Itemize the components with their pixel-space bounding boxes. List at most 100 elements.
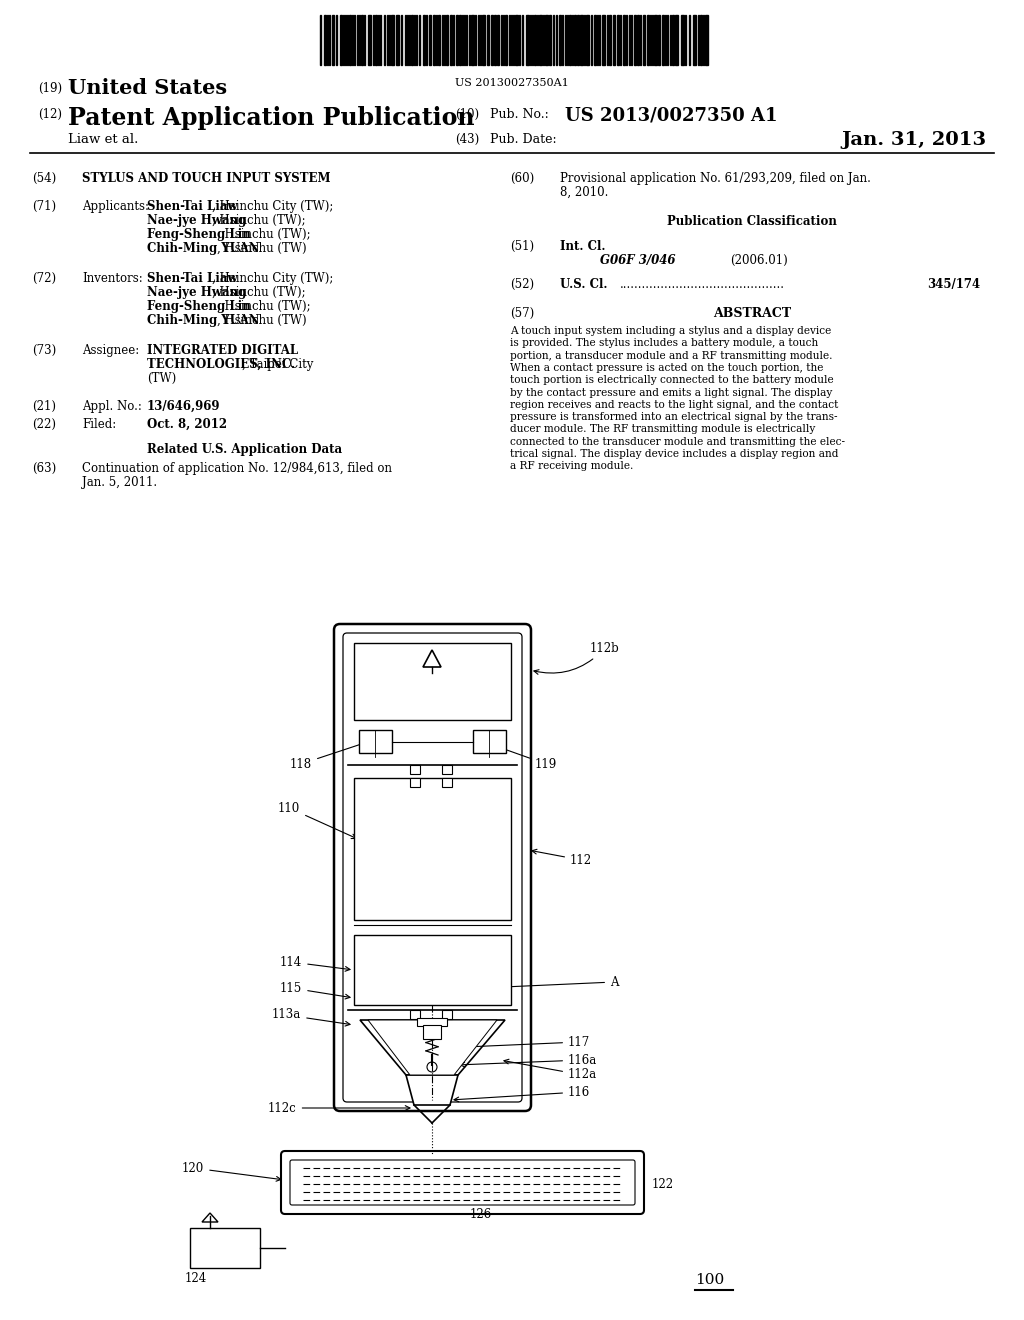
Text: Liaw et al.: Liaw et al. [68, 133, 138, 147]
Bar [705, 15, 708, 65]
Bar [473, 730, 506, 752]
Text: (19): (19) [38, 82, 62, 95]
Polygon shape [360, 1020, 505, 1074]
Bar [539, 15, 542, 65]
Bar [361, 15, 362, 65]
Text: , Hsinchu (TW): , Hsinchu (TW) [217, 242, 306, 255]
Text: Nae-jye Hwang: Nae-jye Hwang [147, 214, 247, 227]
Text: Chih-Ming YUAN: Chih-Ming YUAN [147, 314, 259, 327]
Text: (57): (57) [510, 308, 535, 319]
Bar [429, 15, 431, 65]
Text: 8, 2010.: 8, 2010. [560, 186, 608, 199]
Text: 122: 122 [652, 1179, 674, 1192]
Text: (54): (54) [32, 172, 56, 185]
Bar [672, 15, 674, 65]
Text: A: A [441, 975, 618, 991]
Text: STYLUS AND TOUCH INPUT SYSTEM: STYLUS AND TOUCH INPUT SYSTEM [82, 172, 331, 185]
Bar [559, 15, 561, 65]
Text: Nae-jye Hwang: Nae-jye Hwang [147, 286, 247, 300]
Text: a RF receiving module.: a RF receiving module. [510, 461, 634, 471]
Bar [368, 15, 371, 65]
Bar [438, 15, 440, 65]
Text: 117: 117 [446, 1035, 590, 1049]
Bar [609, 15, 611, 65]
Bar [482, 15, 485, 65]
FancyBboxPatch shape [290, 1160, 635, 1205]
Bar [647, 15, 649, 65]
Text: region receives and reacts to the light signal, and the contact: region receives and reacts to the light … [510, 400, 839, 409]
Text: When a contact pressure is acted on the touch portion, the: When a contact pressure is acted on the … [510, 363, 823, 372]
Bar [602, 15, 605, 65]
Text: pressure is transformed into an electrical signal by the trans-: pressure is transformed into an electric… [510, 412, 838, 422]
Text: G06F 3/046: G06F 3/046 [600, 253, 676, 267]
Bar [354, 643, 511, 719]
Bar [654, 15, 657, 65]
Text: ducer module. The RF transmitting module is electrically: ducer module. The RF transmitting module… [510, 425, 815, 434]
Text: Jan. 5, 2011.: Jan. 5, 2011. [82, 477, 157, 488]
FancyBboxPatch shape [334, 624, 531, 1111]
Bar [681, 15, 684, 65]
Text: US 20130027350A1: US 20130027350A1 [455, 78, 569, 88]
Text: 116: 116 [454, 1085, 590, 1102]
Text: Inventors:: Inventors: [82, 272, 142, 285]
Bar [446, 15, 449, 65]
Text: Continuation of application No. 12/984,613, filed on: Continuation of application No. 12/984,6… [82, 462, 392, 475]
Text: touch portion is electrically connected to the battery module: touch portion is electrically connected … [510, 375, 834, 385]
Text: portion, a transducer module and a RF transmitting module.: portion, a transducer module and a RF tr… [510, 351, 833, 360]
Text: 110: 110 [278, 801, 356, 838]
Text: 115: 115 [280, 982, 350, 999]
Text: Appl. No.:: Appl. No.: [82, 400, 142, 413]
Text: ............................................: ........................................… [620, 279, 785, 290]
Bar [534, 15, 536, 65]
Bar [549, 15, 551, 65]
Bar [643, 15, 645, 65]
Text: (63): (63) [32, 462, 56, 475]
Bar [580, 15, 583, 65]
Bar [545, 15, 548, 65]
Text: trical signal. The display device includes a display region and: trical signal. The display device includ… [510, 449, 839, 459]
Text: Shen-Tai Liaw: Shen-Tai Liaw [147, 201, 238, 213]
Text: 126: 126 [470, 1209, 493, 1221]
Text: Assignee:: Assignee: [82, 345, 139, 356]
Bar [391, 15, 394, 65]
Text: TECHNOLOGIES, INC.: TECHNOLOGIES, INC. [147, 358, 295, 371]
Text: Chih-Ming YUAN: Chih-Ming YUAN [147, 242, 259, 255]
Bar [586, 15, 589, 65]
Text: Filed:: Filed: [82, 418, 117, 432]
Text: , Taipei City: , Taipei City [242, 358, 313, 371]
Text: , Hsinchu City (TW);: , Hsinchu City (TW); [212, 201, 334, 213]
Bar [410, 1010, 420, 1019]
Text: 119: 119 [486, 742, 557, 771]
Bar [569, 15, 571, 65]
Bar [423, 15, 425, 65]
Bar [417, 1018, 447, 1026]
Text: 112c: 112c [268, 1101, 410, 1114]
Text: Provisional application No. 61/293,209, filed on Jan.: Provisional application No. 61/293,209, … [560, 172, 870, 185]
Bar [613, 15, 615, 65]
FancyBboxPatch shape [281, 1151, 644, 1214]
Text: by the contact pressure and emits a light signal. The display: by the contact pressure and emits a ligh… [510, 388, 833, 397]
Bar [423, 1026, 441, 1039]
Text: (73): (73) [32, 345, 56, 356]
Text: , Hsinchu (TW);: , Hsinchu (TW); [217, 300, 310, 313]
Text: Jan. 31, 2013: Jan. 31, 2013 [842, 131, 987, 149]
Text: Publication Classification: Publication Classification [667, 215, 837, 228]
Bar [700, 15, 702, 65]
Text: Pub. No.:: Pub. No.: [490, 108, 549, 121]
Text: 124: 124 [185, 1271, 207, 1284]
Bar [662, 15, 664, 65]
Text: (71): (71) [32, 201, 56, 213]
Text: , Hsinchu (TW): , Hsinchu (TW) [217, 314, 306, 327]
Bar [494, 15, 496, 65]
Bar [324, 15, 326, 65]
Bar [340, 15, 342, 65]
Bar [349, 15, 351, 65]
Text: is provided. The stylus includes a battery module, a touch: is provided. The stylus includes a batte… [510, 338, 818, 348]
Text: U.S. Cl.: U.S. Cl. [560, 279, 607, 290]
Text: 114: 114 [280, 956, 350, 972]
Bar [577, 15, 579, 65]
Text: 100: 100 [695, 1272, 724, 1287]
Text: 116a: 116a [460, 1053, 597, 1067]
Bar [505, 15, 507, 65]
Text: (52): (52) [510, 279, 535, 290]
